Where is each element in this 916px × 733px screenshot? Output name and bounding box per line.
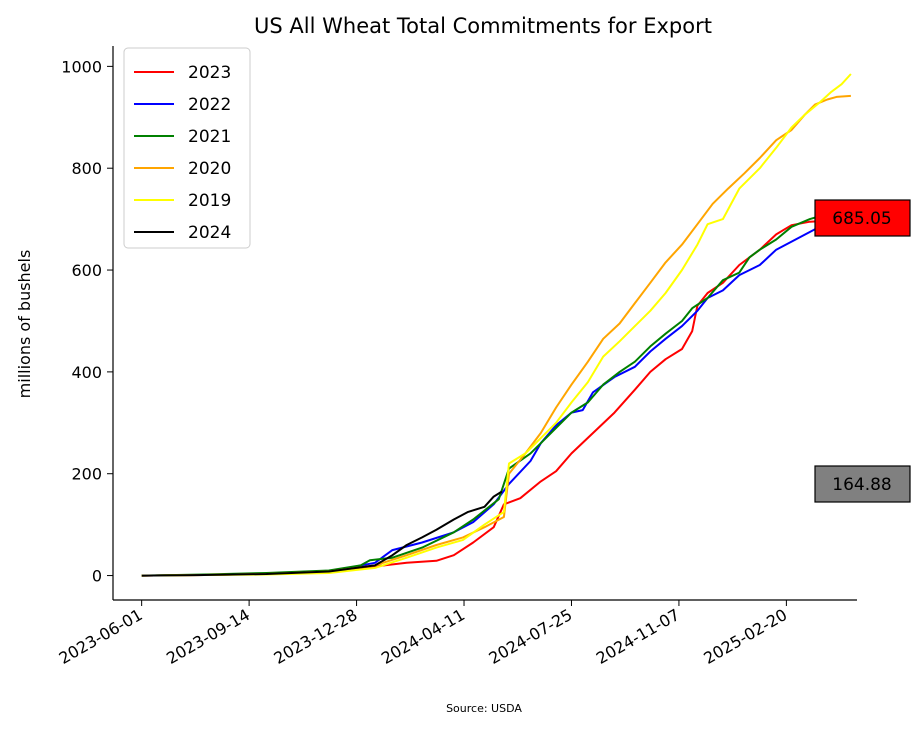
series-line-2024 bbox=[141, 490, 503, 577]
legend-label-2021: 2021 bbox=[188, 127, 231, 147]
x-tick-label: 2023-09-14 bbox=[163, 605, 253, 668]
chart-title: US All Wheat Total Commitments for Expor… bbox=[254, 14, 712, 38]
y-ticks: 0 200 400 600 800 1000 bbox=[61, 57, 113, 586]
end-label-text: 164.88 bbox=[832, 475, 891, 495]
x-tick-label: 2025-02-20 bbox=[700, 605, 790, 668]
end-label-text: 685.05 bbox=[832, 209, 891, 229]
x-ticks: 2023-06-01 2023-09-14 2023-12-28 2024-04-11… bbox=[56, 600, 790, 668]
legend-label-2022: 2022 bbox=[188, 95, 231, 115]
x-tick-label: 2023-06-01 bbox=[56, 605, 146, 668]
end-labels: 685.05 164.88 bbox=[814, 199, 911, 503]
end-label-box bbox=[814, 199, 911, 237]
legend-label-2023: 2023 bbox=[188, 63, 231, 83]
series-line-2023 bbox=[141, 219, 852, 577]
legend-label-2019: 2019 bbox=[188, 191, 231, 211]
legend-label-2024: 2024 bbox=[188, 223, 231, 243]
source-label: Source: USDA bbox=[446, 702, 522, 715]
x-tick-label: 2024-11-07 bbox=[593, 605, 683, 668]
legend: 2023 2022 2021 2020 2019 2024 bbox=[123, 47, 251, 249]
x-tick-label: 2024-04-11 bbox=[378, 605, 468, 668]
end-label-box bbox=[814, 465, 911, 503]
series-line-2019 bbox=[141, 73, 852, 577]
y-tick-label: 800 bbox=[71, 159, 102, 178]
series-line-2021 bbox=[141, 212, 851, 577]
y-tick-label: 0 bbox=[92, 567, 102, 586]
legend-label-2020: 2020 bbox=[188, 159, 231, 179]
x-tick-label: 2023-12-28 bbox=[271, 605, 361, 668]
y-tick-label: 400 bbox=[71, 363, 102, 382]
end-label-badge: 685.05 bbox=[814, 199, 911, 237]
y-axis-label: millions of bushels bbox=[15, 250, 34, 399]
y-tick-label: 600 bbox=[71, 261, 102, 280]
legend-frame bbox=[123, 47, 251, 249]
end-label-badge: 164.88 bbox=[814, 465, 911, 503]
plot-area bbox=[141, 73, 852, 577]
y-tick-label: 1000 bbox=[61, 57, 102, 76]
x-tick-label: 2024-07-25 bbox=[485, 605, 575, 668]
y-tick-label: 200 bbox=[71, 465, 102, 484]
series-line-2020 bbox=[141, 94, 851, 577]
